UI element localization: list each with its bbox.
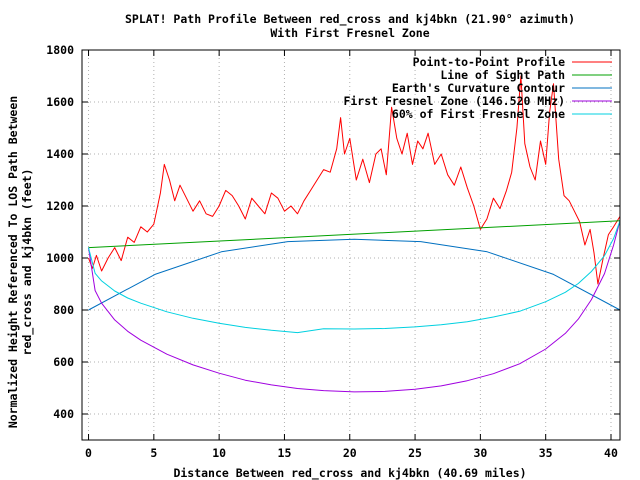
y-axis-label-line2: red_cross and kj4bkn (feet) bbox=[20, 169, 35, 356]
fresnel-60-line bbox=[88, 220, 621, 334]
y-tick-label: 1200 bbox=[46, 199, 74, 213]
x-tick-label: 15 bbox=[278, 446, 292, 460]
line-of-sight-line bbox=[88, 220, 621, 249]
legend-label: Point-to-Point Profile bbox=[413, 55, 565, 69]
legend-label: 60% of First Fresnel Zone bbox=[392, 107, 565, 121]
x-tick-label: 20 bbox=[343, 446, 357, 460]
chart-title-line1: SPLAT! Path Profile Between red_cross an… bbox=[125, 12, 575, 27]
y-tick-label: 1600 bbox=[46, 95, 74, 109]
terrain-profile-line bbox=[88, 75, 621, 285]
plot-frame bbox=[81, 49, 621, 441]
axis-ticks: 0 5 10 15 20 25 30 35 40 400 600 800 1000 1200 1400 160… bbox=[46, 43, 620, 460]
x-tick-label: 0 bbox=[85, 446, 92, 460]
legend-label: Line of Sight Path bbox=[440, 68, 565, 82]
x-tick-label: 40 bbox=[604, 446, 618, 460]
y-tick-label: 1000 bbox=[46, 251, 74, 265]
y-axis-label-line1: Normalized Height Referenced To LOS Path… bbox=[6, 96, 20, 428]
x-axis-label: Distance Between red_cross and kj4bkn (4… bbox=[173, 466, 526, 480]
x-tick-label: 25 bbox=[408, 446, 422, 460]
x-tick-label: 35 bbox=[539, 446, 553, 460]
x-tick-label: 10 bbox=[212, 446, 226, 460]
y-tick-label: 800 bbox=[53, 303, 74, 317]
legend-label: Earth's Curvature Contour bbox=[392, 81, 565, 95]
y-tick-label: 600 bbox=[53, 355, 74, 369]
plot-series-group bbox=[88, 75, 621, 393]
earth-curvature-line bbox=[88, 238, 621, 311]
x-tick-label: 5 bbox=[150, 446, 157, 460]
fresnel-zone-line bbox=[88, 220, 621, 393]
y-tick-label: 400 bbox=[53, 407, 74, 421]
legend-label: First Fresnel Zone (146.520 MHz) bbox=[343, 94, 565, 108]
y-tick-label: 1800 bbox=[46, 43, 74, 57]
x-tick-label: 30 bbox=[473, 446, 487, 460]
chart-title-line2: With First Fresnel Zone bbox=[270, 26, 429, 40]
y-tick-label: 1400 bbox=[46, 147, 74, 161]
